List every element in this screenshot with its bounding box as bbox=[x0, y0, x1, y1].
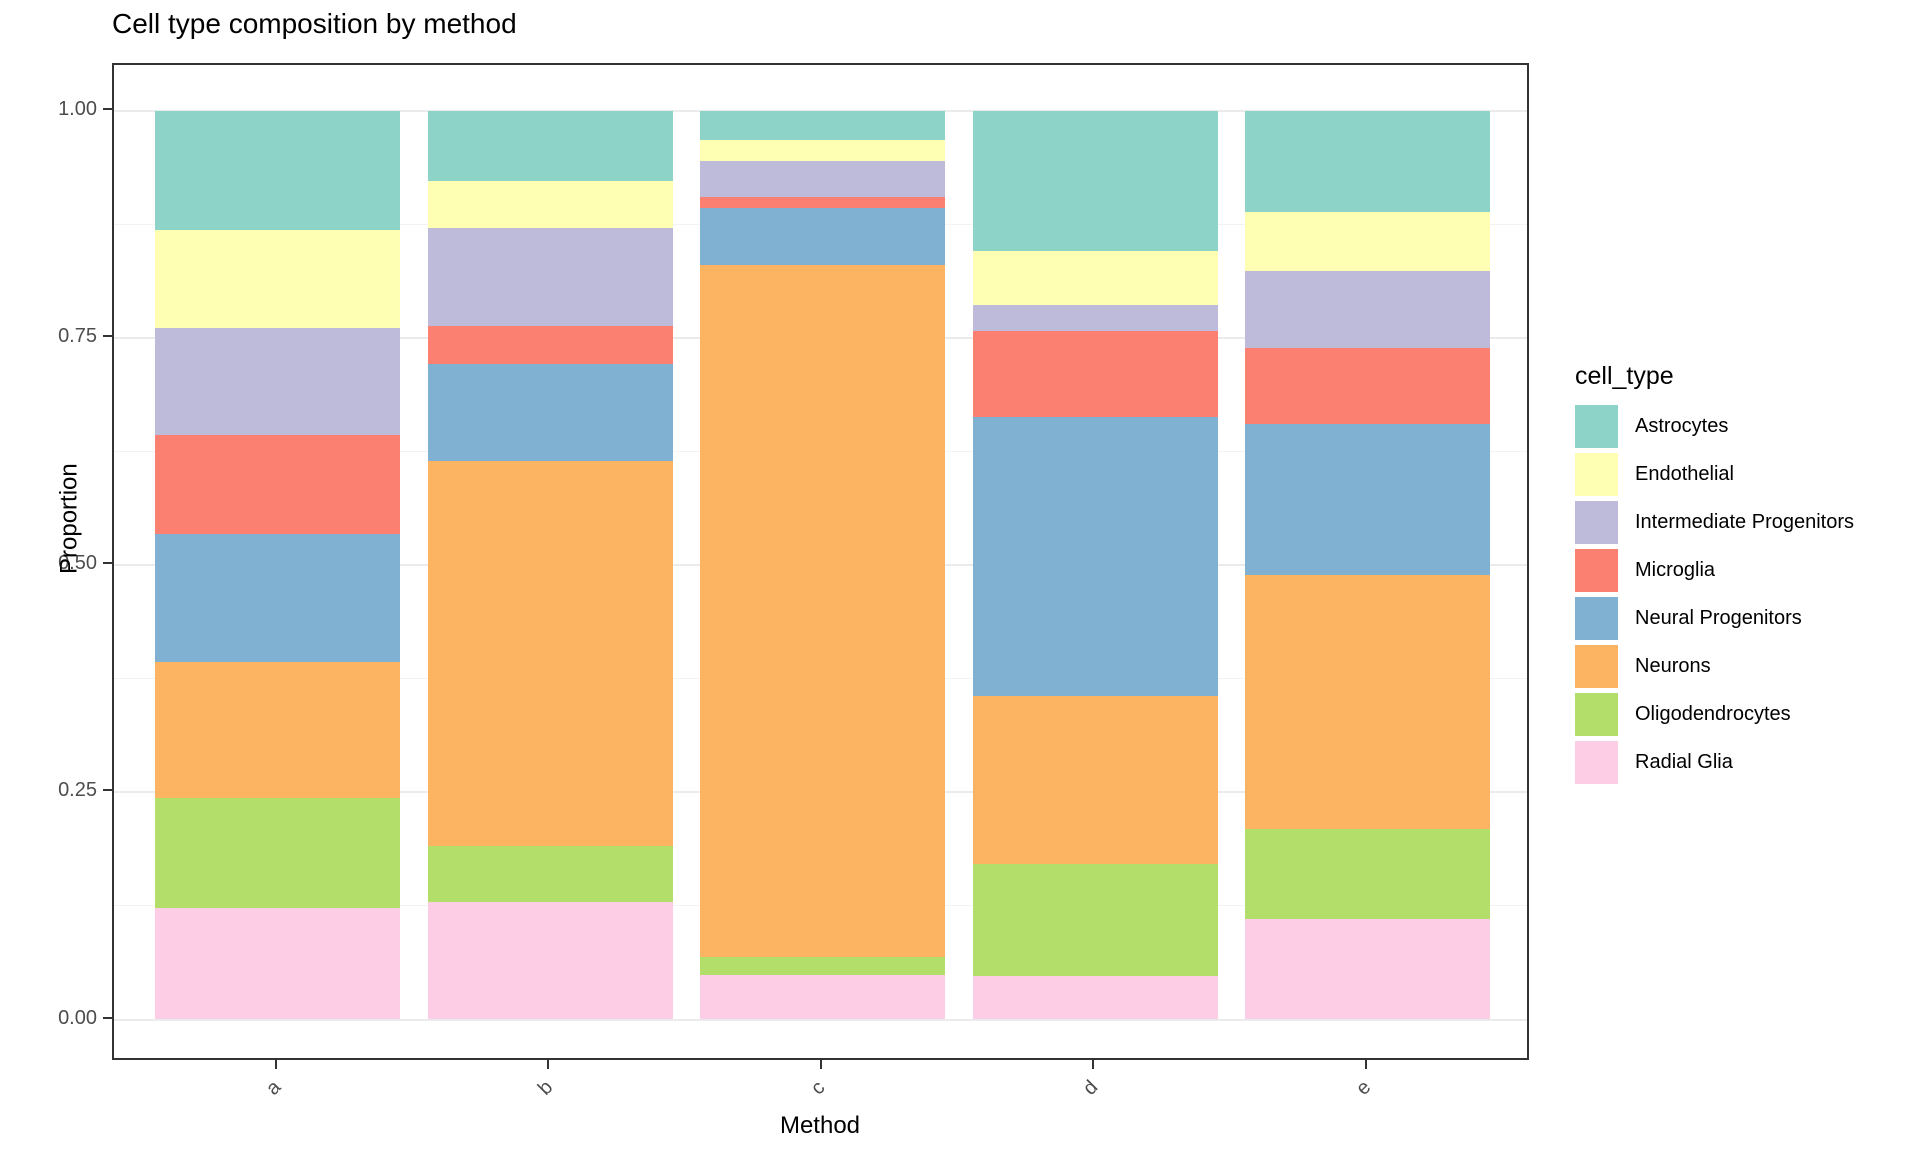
bar-segment bbox=[155, 797, 400, 908]
bar-segment bbox=[427, 326, 673, 365]
x-axis-tick bbox=[819, 1060, 822, 1069]
legend-item-label: Intermediate Progenitors bbox=[1635, 511, 1855, 533]
bar-segment bbox=[972, 305, 1218, 331]
bar-segment bbox=[155, 327, 400, 435]
legend-item: Oligodendrocytes bbox=[1575, 693, 1854, 736]
bar-segment bbox=[427, 902, 673, 1020]
legend-key-swatch bbox=[1575, 597, 1618, 640]
bar-segment bbox=[700, 196, 945, 208]
bar-segment bbox=[1245, 424, 1490, 575]
x-axis-tick bbox=[1364, 1060, 1367, 1069]
bar-segment bbox=[972, 250, 1218, 306]
bar-segment bbox=[1245, 271, 1490, 348]
bar-segment bbox=[700, 974, 945, 1020]
bar-segment bbox=[972, 695, 1218, 864]
y-axis-tick-label: 0.00 bbox=[58, 1006, 97, 1029]
legend-item-label: Neural Progenitors bbox=[1635, 607, 1802, 629]
bar-segment bbox=[972, 863, 1218, 976]
bar-segment bbox=[155, 534, 400, 663]
legend: cell_type Astrocytes Endothelial Intermedi… bbox=[1575, 362, 1854, 784]
legend-items: Astrocytes Endothelial Intermediate Progen… bbox=[1575, 405, 1854, 784]
x-axis-title: Method bbox=[779, 1112, 861, 1139]
bar-segment bbox=[155, 435, 400, 535]
x-axis-tick bbox=[1092, 1060, 1094, 1069]
bar-segment bbox=[972, 330, 1218, 418]
y-axis-tick-label: 0.25 bbox=[58, 779, 97, 802]
legend-key-swatch bbox=[1575, 405, 1618, 448]
bar-segment bbox=[155, 662, 400, 798]
x-axis-tick bbox=[547, 1060, 549, 1069]
y-axis-tick bbox=[103, 107, 112, 110]
legend-item-label: Radial Glia bbox=[1635, 751, 1733, 773]
legend-item: Neural Progenitors bbox=[1575, 597, 1854, 640]
x-axis-tick-label: c bbox=[806, 1076, 829, 1100]
bar-segment bbox=[700, 139, 945, 162]
x-axis-tick-label: a bbox=[261, 1076, 285, 1100]
x-axis-tick-label: b bbox=[533, 1076, 558, 1100]
legend-item: Astrocytes bbox=[1575, 405, 1854, 448]
legend-item: Radial Glia bbox=[1575, 741, 1854, 784]
legend-item: Neurons bbox=[1575, 645, 1854, 688]
legend-item-label: Endothelial bbox=[1635, 463, 1734, 485]
bar-segment bbox=[1245, 828, 1490, 919]
bar-segment bbox=[700, 956, 945, 975]
legend-item: Microglia bbox=[1575, 549, 1854, 592]
x-axis-tick bbox=[274, 1060, 277, 1069]
y-axis-tick-label: 0.75 bbox=[58, 324, 97, 347]
x-axis-tick-label: e bbox=[1351, 1076, 1375, 1100]
bar-segment bbox=[1245, 212, 1490, 272]
bar-segment bbox=[427, 227, 673, 327]
legend-item-label: Neurons bbox=[1635, 655, 1711, 677]
bar-segment bbox=[1245, 918, 1490, 1020]
bar-segment bbox=[1245, 110, 1490, 213]
major-gridline bbox=[114, 1018, 1527, 1021]
bar-segment bbox=[1245, 347, 1490, 425]
bar-segment bbox=[427, 181, 673, 228]
bar-segment bbox=[700, 110, 945, 140]
bar-segment bbox=[1245, 574, 1490, 829]
legend-item-label: Microglia bbox=[1635, 559, 1716, 581]
legend-key-swatch bbox=[1575, 453, 1618, 496]
y-axis-tick-label: 0.50 bbox=[58, 552, 97, 574]
legend-key-swatch bbox=[1575, 645, 1618, 688]
legend-key-swatch bbox=[1575, 693, 1618, 736]
bar-segment bbox=[155, 110, 400, 230]
bar-segment bbox=[155, 229, 400, 328]
legend-title: cell_type bbox=[1575, 362, 1674, 390]
legend-key-swatch bbox=[1575, 501, 1618, 544]
y-axis-tick bbox=[103, 334, 112, 337]
y-axis-tick-label: 1.00 bbox=[58, 97, 97, 120]
bar-segment bbox=[700, 265, 945, 957]
y-axis-tick bbox=[103, 1016, 112, 1019]
bar-segment bbox=[427, 845, 673, 903]
bar-segment bbox=[427, 364, 673, 461]
plot-panel bbox=[112, 63, 1529, 1060]
y-axis-tick bbox=[103, 562, 112, 564]
bar-segment bbox=[427, 110, 673, 182]
bar-segment bbox=[972, 975, 1218, 1020]
chart-title: Cell type composition by method bbox=[112, 8, 517, 39]
bar-segment bbox=[972, 417, 1218, 696]
legend-key-swatch bbox=[1575, 741, 1618, 784]
bar-segment bbox=[427, 460, 673, 846]
x-axis-tick-label: d bbox=[1078, 1076, 1103, 1100]
legend-item: Endothelial bbox=[1575, 453, 1854, 496]
bar-segment bbox=[700, 207, 945, 266]
legend-key-swatch bbox=[1575, 549, 1618, 592]
legend-item-label: Oligodendrocytes bbox=[1635, 703, 1791, 725]
legend-item-label: Astrocytes bbox=[1635, 415, 1729, 437]
y-axis-title: Proportion bbox=[55, 463, 83, 574]
bar-segment bbox=[972, 110, 1218, 251]
bar-segment bbox=[700, 161, 945, 197]
bar-segment bbox=[155, 907, 400, 1020]
y-axis-tick bbox=[103, 789, 112, 792]
legend-item: Intermediate Progenitors bbox=[1575, 501, 1854, 544]
